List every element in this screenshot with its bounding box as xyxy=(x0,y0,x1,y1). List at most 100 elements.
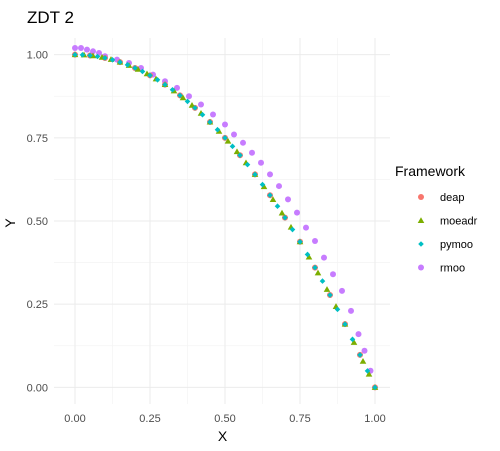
data-point-moeadr xyxy=(278,209,286,216)
legend-key-moeadr xyxy=(417,217,425,223)
data-point-rmoo xyxy=(294,209,300,216)
legend: Framework deap moeadr pymoo rmoo xyxy=(395,163,478,275)
data-point-rmoo xyxy=(312,237,318,244)
x-axis-title: X xyxy=(218,428,228,444)
series-rmoo xyxy=(72,44,374,374)
data-point-pymoo xyxy=(229,143,236,150)
x-tick-label: 1.00 xyxy=(364,413,385,425)
x-tick-label: 0.50 xyxy=(214,413,235,425)
data-point-pymoo xyxy=(117,59,123,65)
data-point-rmoo xyxy=(348,307,354,314)
data-point-rmoo xyxy=(240,139,246,146)
data-point-moeadr xyxy=(314,269,322,276)
data-point-pymoo xyxy=(237,152,243,159)
data-point-pymoo xyxy=(147,72,153,79)
data-point-moeadr xyxy=(269,196,277,203)
data-point-pymoo xyxy=(139,68,146,75)
y-tick-label: 0.25 xyxy=(27,299,48,311)
data-point-rmoo xyxy=(258,159,264,166)
y-tick-label: 0.75 xyxy=(27,133,48,145)
legend-title: Framework xyxy=(395,163,466,179)
x-tick-label: 0.00 xyxy=(64,413,85,425)
data-point-pymoo xyxy=(334,306,341,313)
y-axis-ticks: 0.00 0.25 0.50 0.75 1.00 xyxy=(27,50,48,395)
legend-item-rmoo: rmoo xyxy=(418,263,465,275)
data-point-moeadr xyxy=(260,183,268,190)
data-point-pymoo xyxy=(297,238,303,245)
data-point-pymoo xyxy=(252,171,258,178)
data-point-moeadr xyxy=(365,370,373,377)
data-point-rmoo xyxy=(210,111,216,118)
legend-item-moeadr: moeadr xyxy=(417,216,478,228)
data-point-pymoo xyxy=(169,86,176,93)
data-points xyxy=(71,44,379,391)
data-point-pymoo xyxy=(222,135,228,141)
data-point-rmoo xyxy=(222,121,228,128)
data-point-pymoo xyxy=(94,53,101,60)
data-point-pymoo xyxy=(79,52,86,58)
data-point-moeadr xyxy=(305,253,313,260)
data-point-pymoo xyxy=(162,81,168,88)
data-point-pymoo xyxy=(177,92,183,99)
legend-label: pymoo xyxy=(440,239,473,251)
data-point-pymoo xyxy=(289,226,296,233)
data-point-pymoo xyxy=(259,181,266,188)
data-point-rmoo xyxy=(84,46,90,53)
legend-label: rmoo xyxy=(440,263,465,275)
data-point-moeadr xyxy=(350,339,358,345)
legend-key-pymoo xyxy=(418,241,424,247)
data-point-pymoo xyxy=(207,119,213,125)
data-point-moeadr xyxy=(224,137,232,144)
data-point-pymoo xyxy=(87,52,93,59)
data-point-moeadr xyxy=(323,286,331,292)
x-tick-label: 0.25 xyxy=(139,413,160,425)
data-point-rmoo xyxy=(321,254,327,261)
data-point-rmoo xyxy=(339,287,345,294)
data-point-rmoo xyxy=(285,196,291,203)
chart-title: ZDT 2 xyxy=(27,8,74,27)
data-point-rmoo xyxy=(78,44,84,51)
y-tick-label: 1.00 xyxy=(27,50,48,62)
data-point-pymoo xyxy=(274,203,281,210)
grid-lines xyxy=(54,38,390,404)
y-axis-title: Y xyxy=(2,218,18,228)
legend-item-deap: deap xyxy=(418,192,464,204)
data-point-pymoo xyxy=(192,105,198,111)
data-point-pymoo xyxy=(267,192,273,199)
data-point-pymoo xyxy=(214,126,221,133)
data-point-pymoo xyxy=(282,214,288,221)
data-point-rmoo xyxy=(330,271,336,278)
data-point-pymoo xyxy=(199,111,206,118)
data-point-pymoo xyxy=(244,161,251,168)
data-point-rmoo xyxy=(198,101,204,108)
data-point-rmoo xyxy=(361,347,368,354)
data-point-pymoo xyxy=(342,321,348,327)
data-point-pymoo xyxy=(312,264,318,271)
x-axis-ticks: 0.00 0.25 0.50 0.75 1.00 xyxy=(64,413,385,425)
legend-key-deap xyxy=(418,194,424,200)
data-point-pymoo xyxy=(357,352,363,358)
data-point-pymoo xyxy=(327,292,333,298)
data-point-rmoo xyxy=(72,44,78,51)
data-point-rmoo xyxy=(355,331,362,338)
data-point-pymoo xyxy=(184,98,191,105)
legend-key-rmoo xyxy=(418,264,424,271)
data-point-rmoo xyxy=(276,183,282,190)
data-point-pymoo xyxy=(319,278,326,284)
x-tick-label: 0.75 xyxy=(289,413,310,425)
legend-label: deap xyxy=(440,192,464,204)
data-point-moeadr xyxy=(233,148,241,155)
data-point-pymoo xyxy=(364,368,371,374)
data-point-rmoo xyxy=(90,48,96,55)
data-point-pymoo xyxy=(72,51,78,58)
data-point-pymoo xyxy=(102,55,108,61)
data-point-moeadr xyxy=(188,101,196,108)
legend-item-pymoo: pymoo xyxy=(418,239,473,251)
data-point-rmoo xyxy=(249,149,255,156)
data-point-pymoo xyxy=(349,336,356,343)
data-point-rmoo xyxy=(231,131,237,138)
data-point-pymoo xyxy=(154,76,161,83)
series-pymoo xyxy=(72,51,378,391)
data-point-moeadr xyxy=(359,357,367,364)
